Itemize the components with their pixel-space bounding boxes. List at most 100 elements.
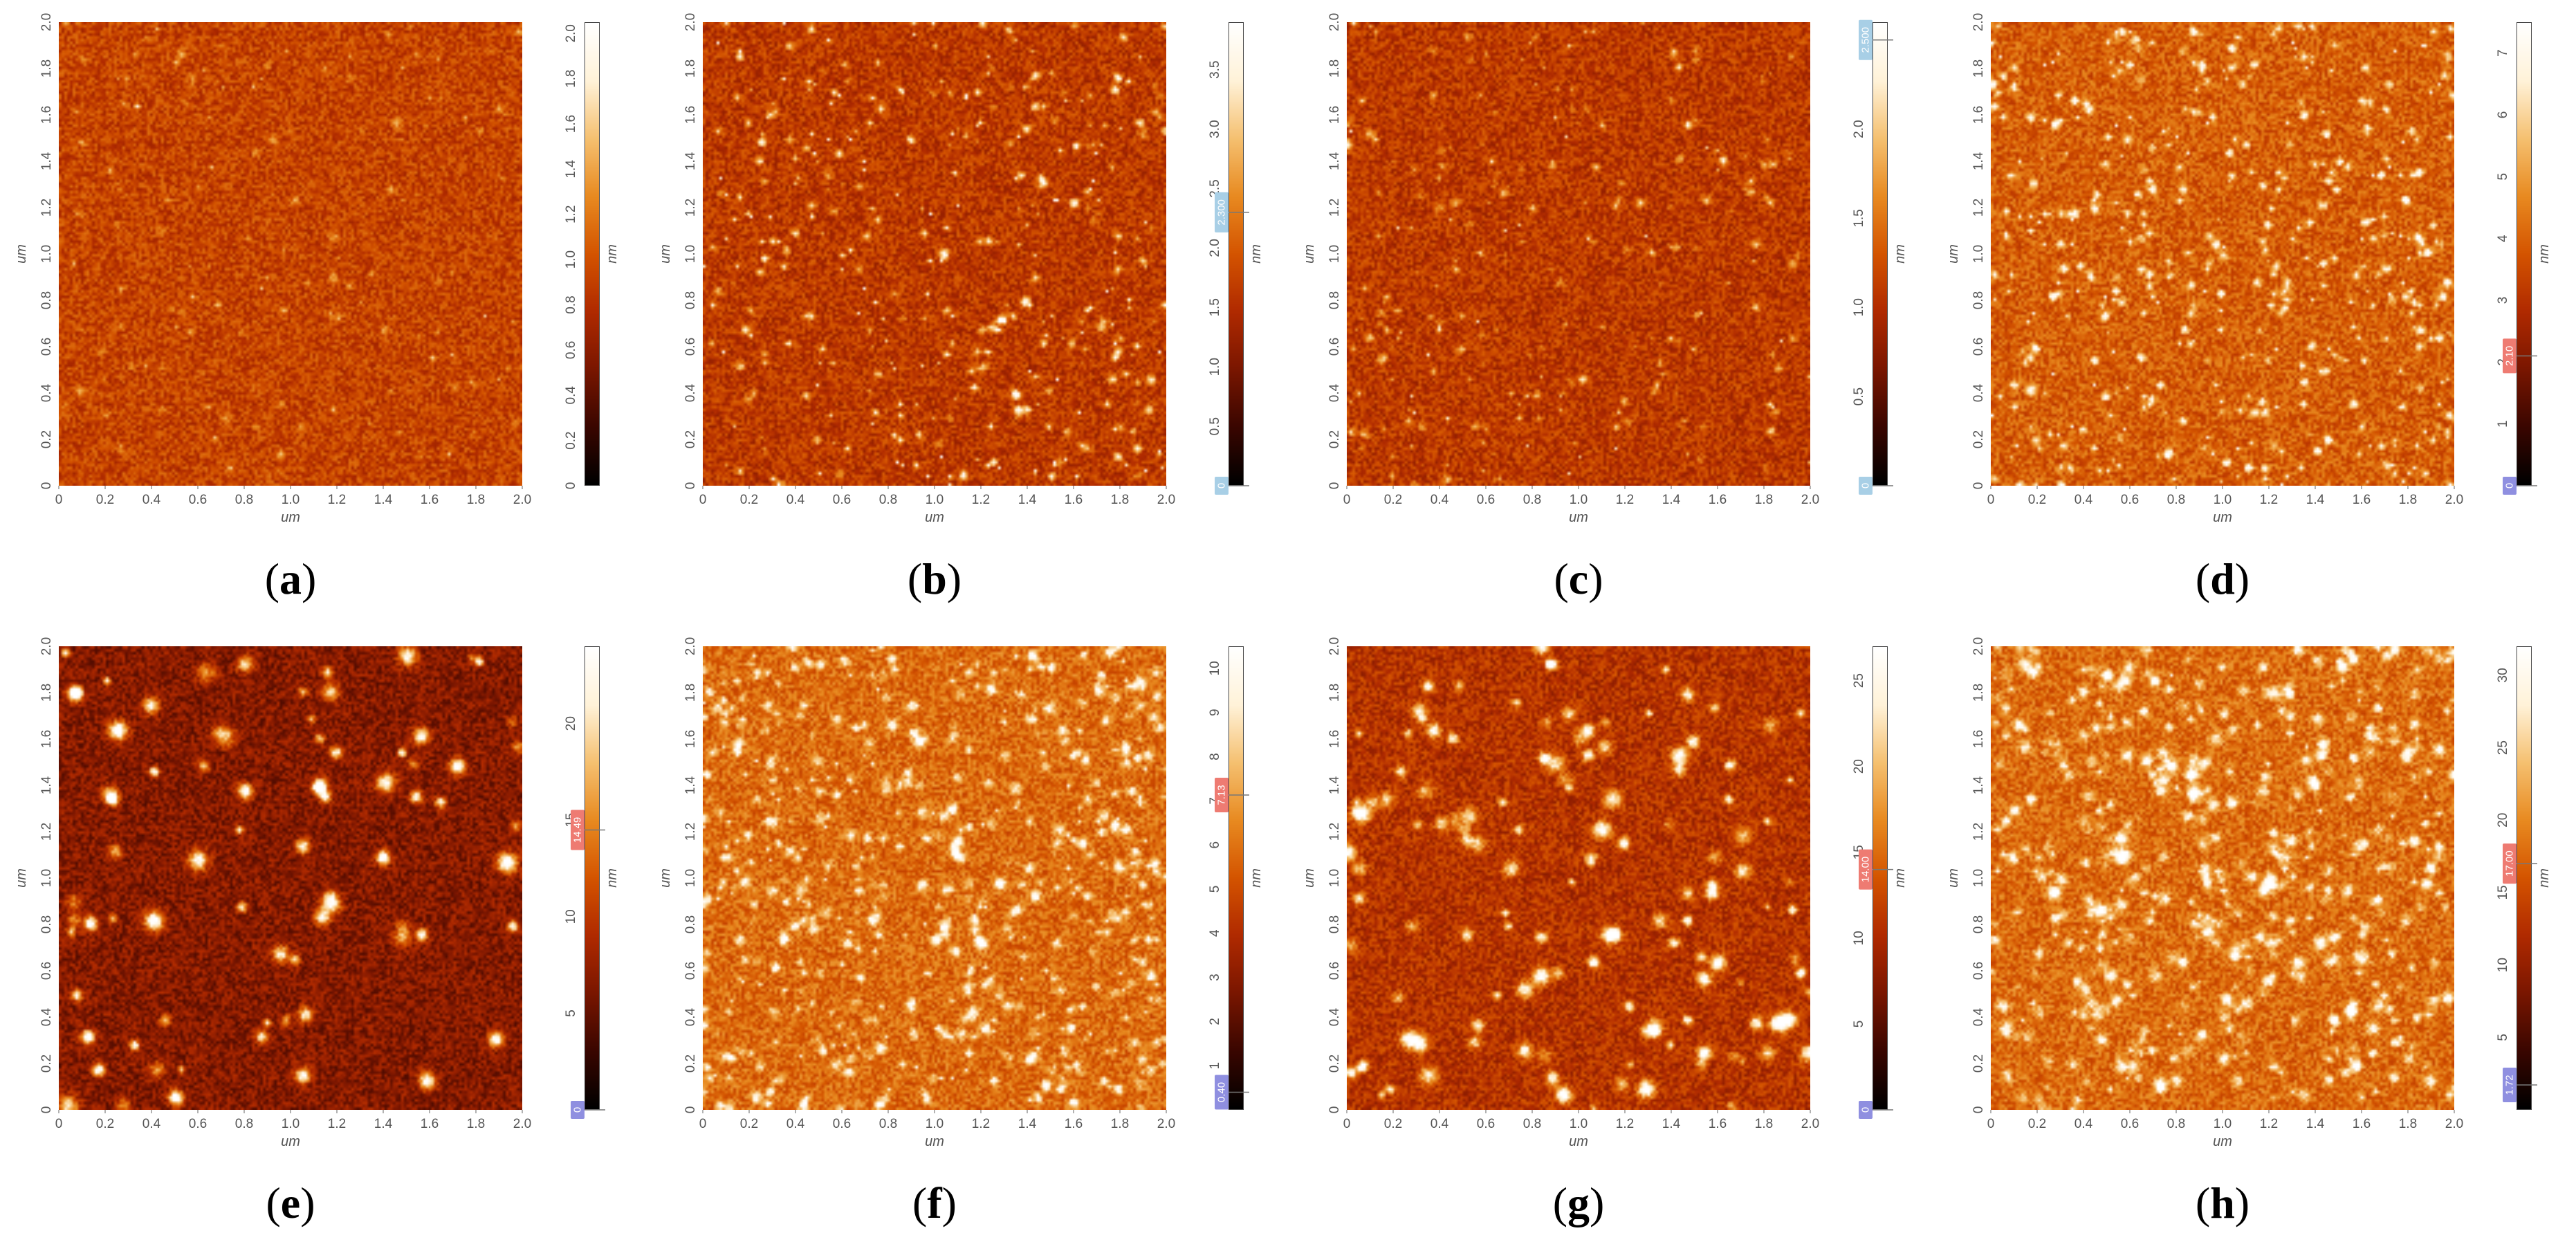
x-tick-label: 0.4 bbox=[142, 493, 161, 507]
caption-open-paren: ( bbox=[266, 1178, 281, 1227]
x-tick-label: 0.8 bbox=[2167, 493, 2185, 507]
x-tick-label: 1.0 bbox=[2214, 493, 2232, 507]
x-tick-label: 1.4 bbox=[1018, 493, 1037, 507]
colorbar bbox=[1229, 646, 1244, 1110]
x-axis-label: um bbox=[2213, 510, 2232, 525]
colorbar bbox=[2517, 646, 2532, 1110]
y-tick-label: 1.4 bbox=[39, 152, 54, 170]
colorbar-marker[interactable]: 2.500 bbox=[1859, 19, 1893, 60]
y-tick-label: 0.2 bbox=[683, 430, 698, 448]
x-tick-label: 2.0 bbox=[513, 1117, 531, 1131]
y-tick-label: 1.6 bbox=[683, 730, 698, 748]
colorbar-tick-label: 1.0 bbox=[564, 250, 578, 268]
y-tick-label: 0.6 bbox=[683, 962, 698, 980]
axes-overlay: 0 0.2 0.4 0.6 0.8 1.0 1.2 1.4 1.6 1.8 2.0 0 0.2 0.4 0.… bbox=[14, 13, 620, 525]
y-tick-label: 1.2 bbox=[39, 823, 54, 841]
marker-badge bbox=[2503, 843, 2517, 884]
colorbar-tick-label: 1 bbox=[1208, 1062, 1222, 1070]
height-map-image bbox=[1991, 646, 2454, 1110]
y-tick-label: 1.2 bbox=[1971, 823, 1986, 841]
colorbar-tick-label: 3.5 bbox=[1208, 61, 1222, 79]
colorbar-tick-label: 10 bbox=[564, 909, 578, 924]
x-tick-label: 2.0 bbox=[1157, 493, 1175, 507]
colorbar-marker[interactable]: 0 bbox=[1215, 477, 1249, 495]
colorbar-marker[interactable]: 7.13 bbox=[1215, 778, 1249, 813]
colorbar-unit-label: nm bbox=[605, 868, 620, 888]
y-tick-label: 0 bbox=[39, 482, 54, 490]
colorbar-unit-label: nm bbox=[1249, 868, 1264, 888]
colorbar-marker[interactable]: 0 bbox=[1859, 477, 1893, 495]
marker-label: 0 bbox=[1216, 483, 1228, 489]
caption-open-paren: ( bbox=[2195, 554, 2211, 603]
x-tick-label: 1.8 bbox=[2399, 493, 2417, 507]
x-tick-label: 1.2 bbox=[972, 1117, 990, 1131]
colorbar-unit-label: nm bbox=[1249, 244, 1264, 264]
x-tick-label: 1.6 bbox=[2353, 493, 2371, 507]
y-axis-label: um bbox=[1946, 868, 1961, 888]
colorbar bbox=[585, 22, 600, 486]
y-tick-label: 1.4 bbox=[683, 152, 698, 170]
axes-overlay: 0 0.2 0.4 0.6 0.8 1.0 1.2 1.4 1.6 1.8 2.0 0 0.2 0.4 0.… bbox=[1302, 13, 1908, 525]
marker-badge bbox=[1859, 477, 1873, 495]
caption-open-paren: ( bbox=[907, 554, 923, 603]
y-tick-label: 0.4 bbox=[1327, 383, 1342, 402]
height-map-image bbox=[703, 22, 1166, 486]
x-tick-label: 2.0 bbox=[513, 493, 531, 507]
x-tick-label: 1.8 bbox=[1111, 493, 1129, 507]
colorbar-tick-label: 1 bbox=[2496, 420, 2510, 428]
x-tick-label: 0.4 bbox=[786, 493, 805, 507]
marker-badge bbox=[1215, 192, 1229, 232]
y-tick-label: 1.2 bbox=[683, 199, 698, 217]
x-tick-label: 1.8 bbox=[467, 493, 485, 507]
colorbar-marker[interactable]: 14.49 bbox=[571, 810, 605, 850]
colorbar-marker[interactable]: 2.10 bbox=[2503, 338, 2537, 374]
y-tick-label: 0.8 bbox=[1327, 915, 1342, 933]
x-tick-label: 1.2 bbox=[2260, 493, 2278, 507]
y-tick-label: 0.2 bbox=[1327, 1054, 1342, 1072]
colorbar-marker[interactable]: 0 bbox=[2503, 477, 2537, 495]
panel-caption: (e) bbox=[221, 1178, 360, 1229]
colorbar-tick-label: 0.4 bbox=[564, 386, 578, 405]
y-tick-label: 1.0 bbox=[1327, 869, 1342, 887]
y-tick-label: 1.6 bbox=[1971, 106, 1986, 124]
colorbar-marker[interactable]: 0.40 bbox=[1215, 1075, 1249, 1110]
x-tick-label: 1.4 bbox=[374, 493, 393, 507]
colorbar-marker[interactable]: 14.00 bbox=[1859, 849, 1893, 890]
y-tick-label: 0.6 bbox=[39, 962, 54, 980]
panel-caption: (h) bbox=[2153, 1178, 2292, 1229]
y-tick-label: 1.0 bbox=[1327, 245, 1342, 263]
marker-label: 14.00 bbox=[1860, 857, 1872, 883]
marker-badge bbox=[1215, 778, 1229, 813]
y-tick-label: 0 bbox=[1971, 1106, 1986, 1114]
y-tick-label: 0.2 bbox=[39, 430, 54, 448]
colorbar-tick-label: 2 bbox=[1208, 1018, 1222, 1025]
colorbar-tick-label: 5 bbox=[564, 1010, 578, 1017]
y-tick-label: 0.8 bbox=[1971, 915, 1986, 933]
colorbar-tick-label: 2.0 bbox=[1852, 120, 1866, 138]
y-tick-label: 2.0 bbox=[1971, 637, 1986, 655]
x-tick-label: 2.0 bbox=[2445, 1117, 2463, 1131]
y-tick-label: 0 bbox=[39, 1106, 54, 1114]
y-tick-label: 1.2 bbox=[39, 199, 54, 217]
colorbar-tick-label: 5 bbox=[2496, 1034, 2510, 1041]
x-tick-label: 0.8 bbox=[879, 1117, 897, 1131]
colorbar-tick-label: 1.5 bbox=[1208, 298, 1222, 316]
colorbar-tick-label: 3 bbox=[1208, 974, 1222, 981]
x-tick-label: 1.2 bbox=[328, 493, 346, 507]
colorbar-marker[interactable]: 17.00 bbox=[2503, 843, 2537, 884]
x-tick-label: 0 bbox=[55, 1117, 63, 1131]
y-tick-label: 0.8 bbox=[1971, 291, 1986, 309]
x-tick-label: 0.6 bbox=[1477, 493, 1495, 507]
y-tick-label: 1.8 bbox=[683, 60, 698, 77]
panel-caption: (f) bbox=[865, 1178, 1004, 1229]
colorbar-marker[interactable]: 1.72 bbox=[2503, 1067, 2537, 1102]
marker-badge bbox=[1215, 477, 1229, 495]
x-tick-label: 0.4 bbox=[1430, 493, 1449, 507]
colorbar-marker[interactable]: 2.300 bbox=[1215, 192, 1249, 232]
y-tick-label: 0.4 bbox=[39, 383, 54, 402]
colorbar-marker[interactable]: 0 bbox=[571, 1101, 605, 1119]
x-tick-label: 2.0 bbox=[2445, 493, 2463, 507]
panel-caption: (c) bbox=[1509, 554, 1648, 605]
colorbar-marker[interactable]: 0 bbox=[1859, 1101, 1893, 1119]
y-tick-label: 1.0 bbox=[683, 245, 698, 263]
